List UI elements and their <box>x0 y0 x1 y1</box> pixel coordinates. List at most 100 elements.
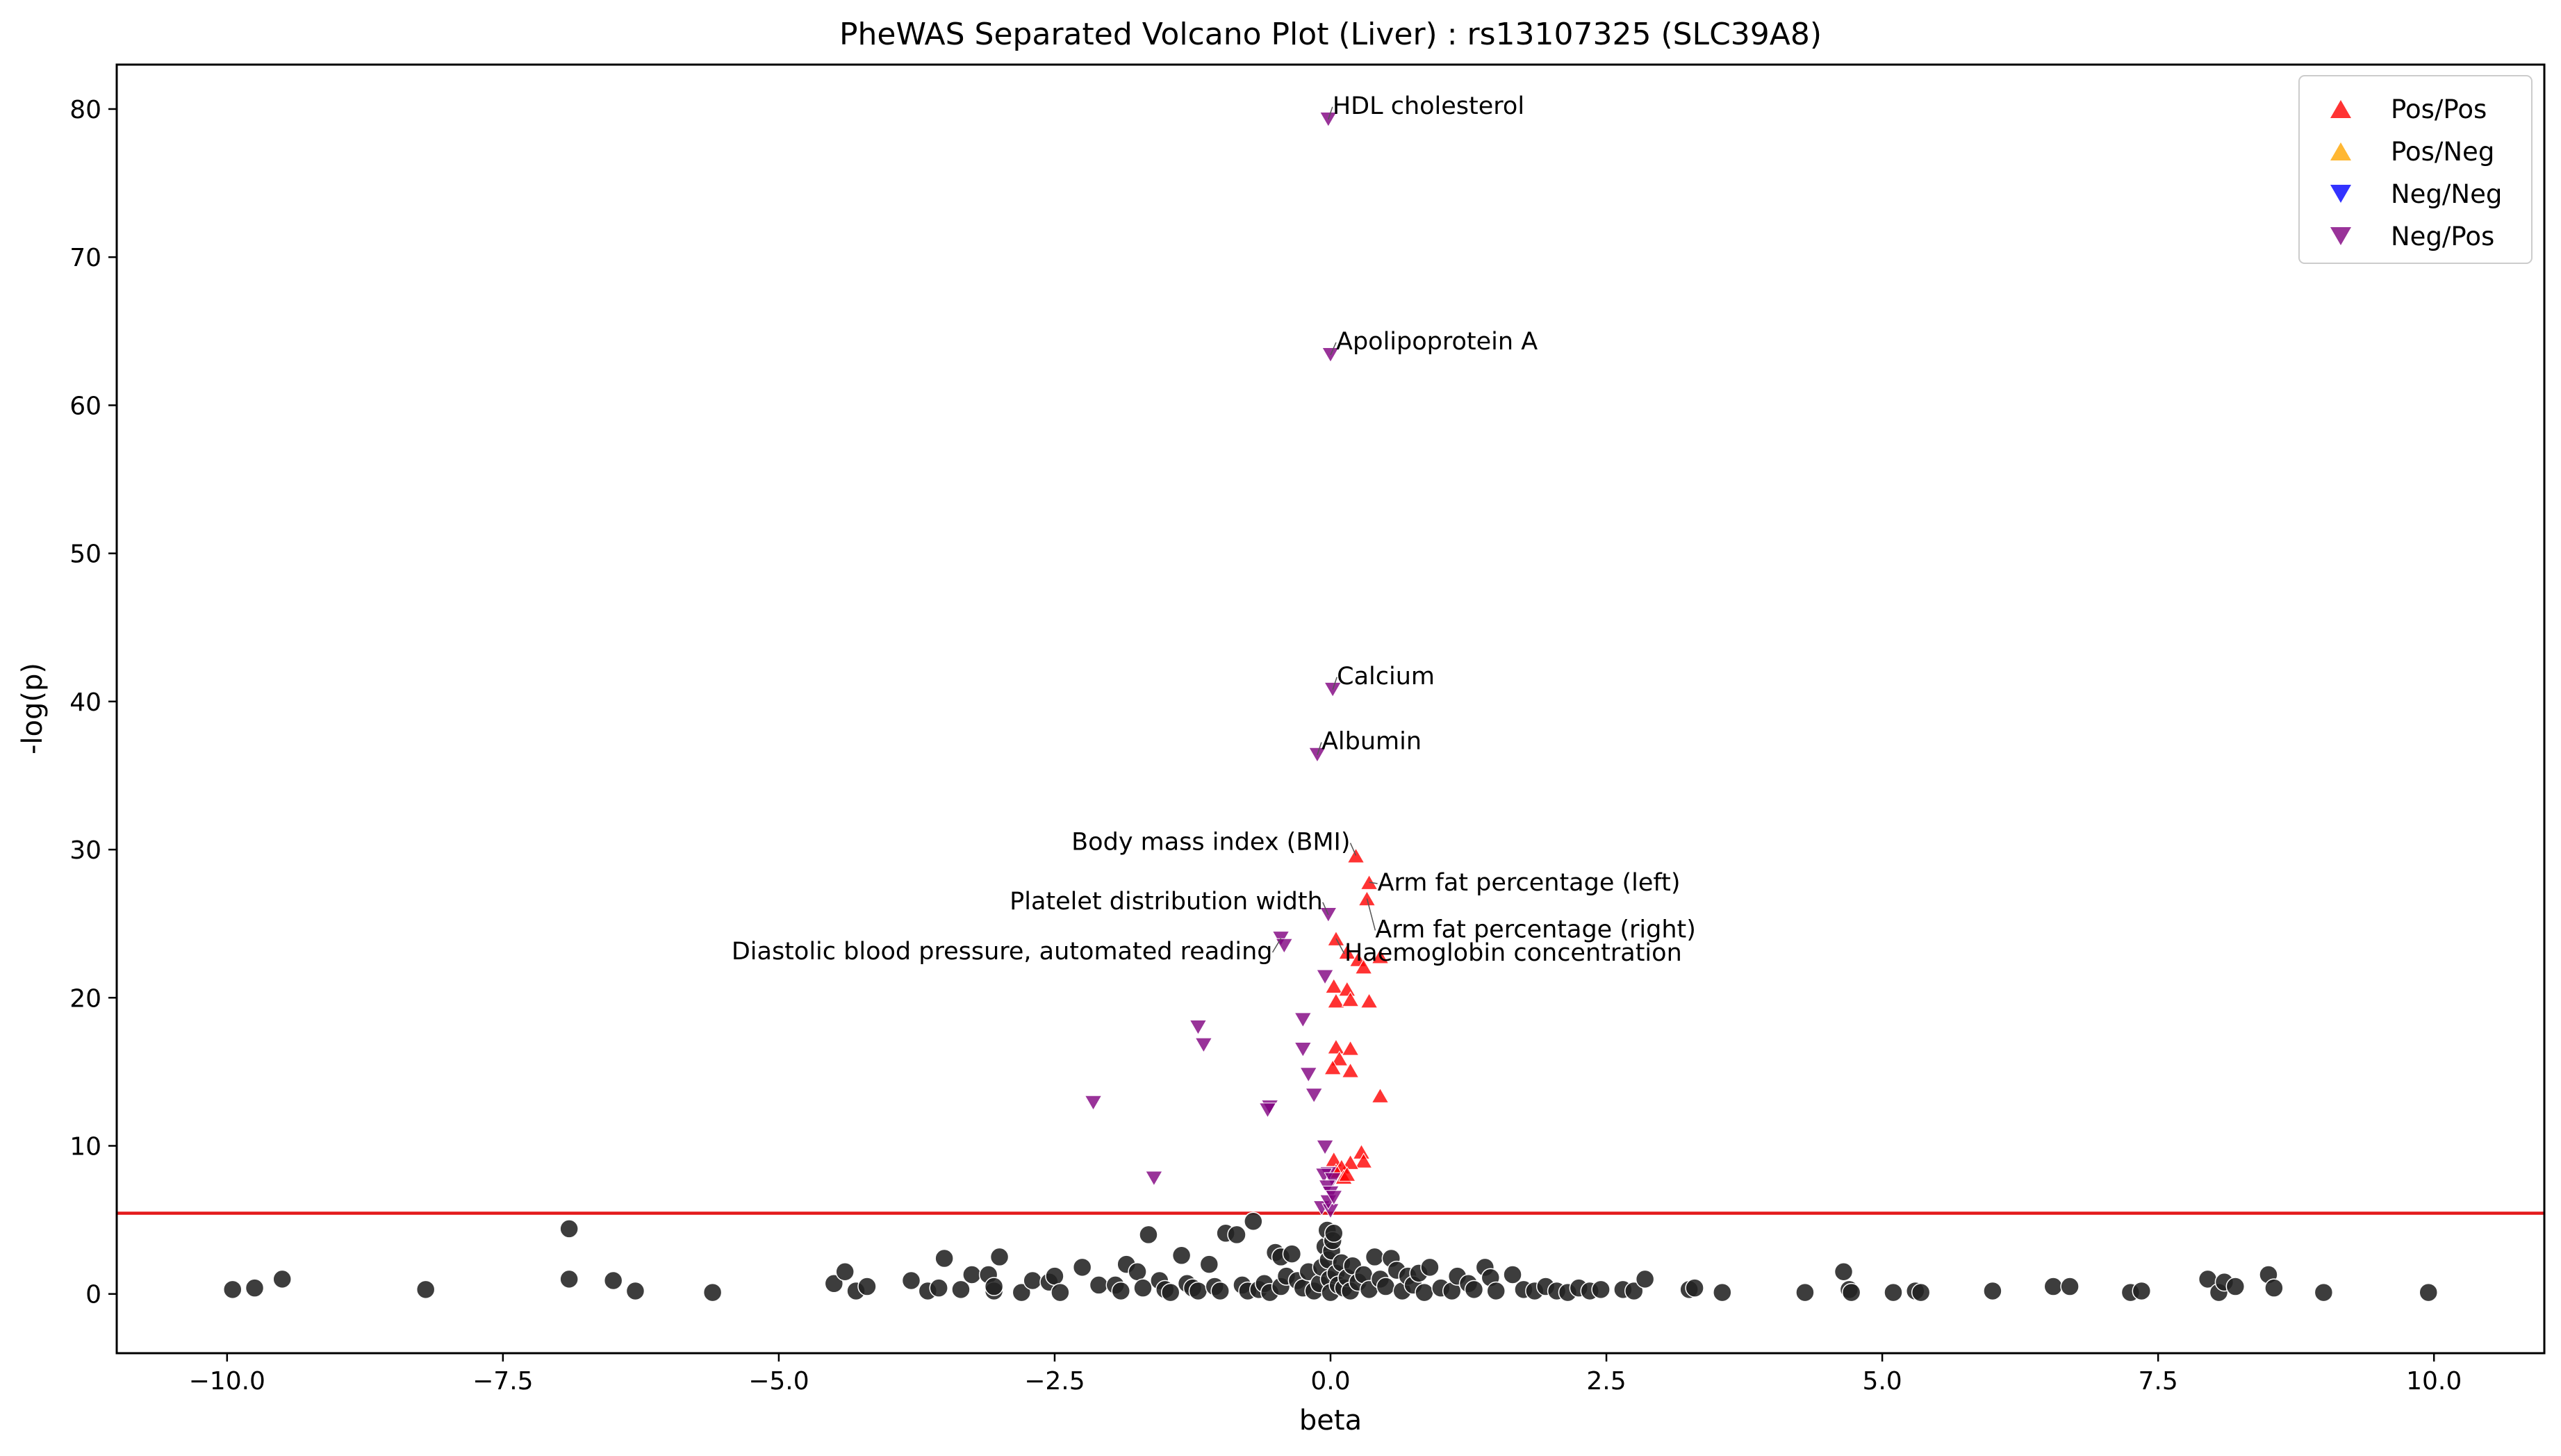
data-point <box>1841 1282 1861 1302</box>
data-point <box>1911 1282 1931 1302</box>
data-point <box>1420 1257 1440 1277</box>
data-point <box>1282 1244 1302 1264</box>
x-tick-label: 0.0 <box>1310 1367 1350 1396</box>
data-point <box>1133 1278 1153 1298</box>
data-point <box>1324 1223 1344 1243</box>
x-tick-label: −10.0 <box>189 1367 265 1396</box>
data-point <box>2419 1282 2438 1302</box>
data-point <box>1299 1067 1318 1083</box>
annotation-leader-line <box>1369 882 1378 884</box>
data-point <box>1464 1280 1484 1300</box>
data-point <box>1258 1102 1277 1118</box>
data-point <box>2060 1277 2080 1296</box>
y-tick-label: 0 <box>85 1281 101 1309</box>
data-point <box>1316 969 1334 985</box>
data-point <box>1305 1088 1324 1104</box>
data-point <box>1045 1266 1064 1286</box>
data-point <box>1327 1039 1345 1054</box>
x-tick-label: 2.5 <box>1586 1367 1626 1396</box>
data-point <box>1795 1282 1815 1302</box>
data-point <box>1188 1281 1208 1301</box>
data-point <box>1145 1170 1163 1186</box>
legend-marker <box>2330 185 2351 203</box>
annotation-leader-line <box>1317 742 1322 755</box>
x-axis-label: beta <box>1299 1405 1362 1437</box>
data-point <box>901 1271 921 1291</box>
annotation-label: Body mass index (BMI) <box>1071 829 1350 857</box>
annotation-label: Arm fat percentage (left) <box>1378 869 1681 897</box>
data-point <box>1376 1277 1396 1296</box>
data-point <box>951 1280 971 1300</box>
data-point <box>272 1269 292 1289</box>
data-point <box>1139 1225 1158 1245</box>
data-point <box>1012 1282 1032 1302</box>
data-point <box>603 1271 623 1291</box>
data-point <box>1503 1265 1522 1284</box>
annotation-leader-line <box>1271 938 1282 953</box>
data-point <box>1189 1020 1208 1036</box>
data-point <box>223 1280 242 1300</box>
legend-box <box>2298 75 2533 264</box>
y-tick-label: 20 <box>69 984 101 1013</box>
data-point <box>2132 1281 2152 1301</box>
y-tick-label: 10 <box>69 1132 101 1161</box>
annotation-leader-line <box>1328 106 1333 120</box>
data-point <box>1210 1281 1230 1301</box>
data-point <box>1023 1271 1042 1291</box>
data-point <box>2225 1277 2246 1296</box>
data-point <box>702 1282 723 1302</box>
data-point <box>1635 1269 1655 1289</box>
annotation-label: HDL cholesterol <box>1333 92 1524 120</box>
data-point <box>1834 1261 1854 1282</box>
data-point <box>1354 959 1373 975</box>
annotation-leader-line <box>1322 902 1329 916</box>
data-point <box>824 1274 844 1293</box>
x-tick-label: 10.0 <box>2406 1367 2462 1396</box>
y-tick-label: 70 <box>69 244 101 272</box>
data-point <box>559 1219 579 1239</box>
data-point <box>1324 1151 1343 1167</box>
y-tick-label: 80 <box>69 96 101 124</box>
data-point <box>1324 1059 1342 1075</box>
data-point <box>835 1261 855 1282</box>
x-tick-label: 7.5 <box>2139 1367 2178 1396</box>
data-point <box>1294 1042 1312 1058</box>
legend-marker <box>2330 100 2351 118</box>
legend: Pos/Pos Pos/Neg Neg/Neg Neg/Pos <box>2298 75 2533 264</box>
annotation-label: Albumin <box>1321 728 1422 756</box>
annotation-leader-line <box>1366 898 1376 931</box>
data-point <box>1337 981 1356 997</box>
legend-marker <box>2330 142 2351 160</box>
x-tick-label: −7.5 <box>472 1367 533 1396</box>
data-point <box>1324 977 1343 994</box>
y-tick-label: 50 <box>69 540 101 569</box>
data-point <box>1685 1278 1704 1298</box>
legend-marker <box>2330 227 2351 245</box>
y-tick-label: 40 <box>69 688 101 717</box>
data-point <box>245 1278 265 1298</box>
data-point <box>934 1248 954 1268</box>
x-tick-label: 5.0 <box>1862 1367 1902 1396</box>
annotation-label: Platelet distribution width <box>1010 888 1323 916</box>
data-point <box>929 1278 948 1298</box>
annotation-leader-line <box>1332 677 1337 690</box>
data-point <box>2043 1277 2064 1296</box>
data-point <box>1294 1012 1312 1028</box>
data-point <box>857 1277 877 1296</box>
data-point <box>1415 1282 1434 1302</box>
data-point <box>1341 991 1360 1007</box>
data-point <box>1089 1275 1109 1295</box>
data-point <box>962 1265 982 1284</box>
legend-label: Neg/Neg <box>2391 179 2502 209</box>
data-point <box>1324 1190 1343 1206</box>
axes: −10.0 −7.5 −5.0 −2.5 0.0 2.5 5.0 7.5 10.0 0 10 20 30… <box>69 96 2462 1396</box>
y-tick-label: 30 <box>69 836 101 865</box>
data-point <box>1341 1040 1360 1056</box>
data-point <box>1365 1247 1385 1267</box>
annotation-label: Arm fat percentage (right) <box>1375 916 1695 943</box>
annotation-leader-line <box>1335 938 1345 954</box>
legend-label: Pos/Neg <box>2391 137 2494 167</box>
data-point <box>1051 1282 1070 1302</box>
